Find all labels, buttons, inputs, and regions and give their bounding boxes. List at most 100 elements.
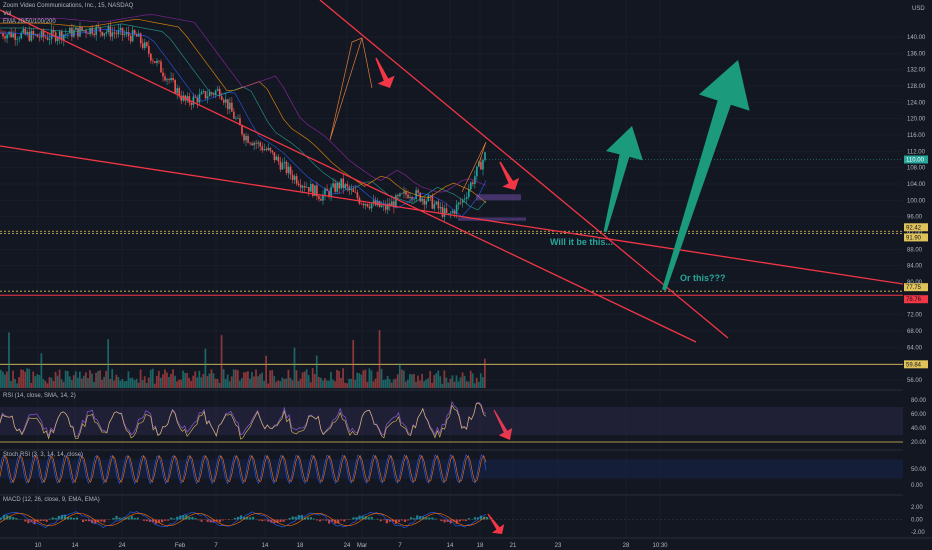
- candle-body: [154, 61, 156, 64]
- candle-body: [413, 198, 415, 200]
- volume-bar: [358, 373, 361, 388]
- volume-bar: [58, 369, 61, 388]
- candle-body: [127, 31, 130, 37]
- candle-body: [295, 176, 298, 184]
- candle-body: [429, 195, 432, 197]
- macd-histogram-bar: [154, 519, 158, 524]
- volume-bar: [133, 380, 136, 388]
- volume-bar: [176, 381, 178, 388]
- macd-histogram-bar: [197, 519, 200, 521]
- macd-histogram-bar: [233, 517, 237, 520]
- candle-body: [141, 43, 144, 48]
- macd-signal-line: [0, 512, 487, 527]
- macd-title[interactable]: MACD (12, 26, close, 9, EMA, EMA): [3, 497, 100, 503]
- candle-body: [6, 34, 8, 39]
- macd-tick-label: 0.00: [911, 518, 923, 524]
- volume-bar: [137, 382, 140, 388]
- volume-bar: [172, 369, 174, 388]
- macd-histogram-bar: [464, 519, 467, 521]
- candle-body: [322, 194, 324, 201]
- last-price-label: 110.00: [906, 158, 925, 164]
- volume-bar: [107, 339, 110, 388]
- candle-body: [476, 166, 478, 177]
- macd-histogram-bar: [24, 519, 27, 522]
- macd-histogram-bar: [63, 514, 66, 520]
- volume-bar: [198, 370, 201, 388]
- candle-body: [401, 193, 403, 194]
- candle-body: [4, 36, 6, 39]
- candle-body: [305, 187, 308, 188]
- macd-histogram-bar: [170, 517, 173, 520]
- volume-bar: [449, 378, 452, 388]
- volume-bar: [2, 371, 4, 388]
- volume-bar: [127, 371, 130, 388]
- volume-bar: [121, 378, 124, 388]
- volume-bar: [427, 378, 429, 388]
- ema-legend[interactable]: EMA 20/50/100/200: [3, 19, 56, 25]
- volume-bar: [85, 372, 87, 388]
- time-axis: 10 14 24 Feb 7 14 18 24 Mar 7 14 18 21 23 28 10:30: [0, 537, 932, 549]
- macd-histogram-bar: [60, 514, 63, 520]
- candle-body: [350, 189, 353, 191]
- volume-bar: [295, 370, 298, 388]
- last-price-box: [904, 155, 928, 164]
- volume-bar: [36, 374, 39, 388]
- macd-histogram-bar: [270, 519, 273, 523]
- volume-bar: [368, 368, 371, 388]
- volume-bar: [78, 371, 81, 388]
- volume-bar: [155, 375, 158, 388]
- candle-body: [152, 60, 154, 62]
- volume-bar: [435, 373, 438, 388]
- volume-bar: [344, 382, 346, 388]
- candle-body: [44, 36, 47, 38]
- macd-histogram-bar: [160, 519, 164, 523]
- candle-body: [131, 30, 134, 42]
- macd-histogram-bar: [334, 519, 337, 524]
- macd-histogram-bar: [148, 519, 152, 522]
- macd-histogram-bar: [431, 517, 434, 520]
- macd-histogram-bar: [321, 519, 325, 521]
- volume-bar: [184, 372, 186, 388]
- macd-histogram-bar: [36, 519, 39, 522]
- candle-body: [14, 33, 16, 40]
- volume-bar: [99, 370, 101, 388]
- candle-body: [111, 32, 114, 37]
- candle-body: [216, 88, 219, 91]
- macd-histogram-bar: [243, 517, 246, 520]
- volume-bar: [425, 379, 427, 388]
- volume-bar: [332, 379, 334, 388]
- volume-bar: [70, 379, 73, 388]
- candle-body: [484, 152, 486, 160]
- macd-histogram-bar: [212, 519, 215, 523]
- candle-body: [194, 96, 197, 98]
- candle-body: [409, 196, 411, 198]
- candle-body: [386, 203, 389, 210]
- candle-body: [427, 195, 430, 202]
- candle-body: [425, 201, 428, 205]
- volume-bar: [392, 379, 395, 388]
- candle-body: [24, 29, 27, 35]
- price-tick-label: 72.00: [907, 313, 923, 319]
- price-axis-background: [903, 0, 932, 530]
- candle-body: [204, 91, 207, 99]
- candle-body: [119, 27, 122, 31]
- time-tick-label: 23: [555, 543, 562, 549]
- candle-body: [65, 33, 67, 35]
- volume-bar: [230, 376, 233, 388]
- price-label-box: [904, 360, 928, 369]
- candle-body: [393, 201, 395, 208]
- volume-bar: [309, 382, 312, 388]
- candle-body: [411, 196, 413, 200]
- candle-body: [364, 203, 367, 206]
- volume-bar: [275, 381, 278, 388]
- rsi-title[interactable]: RSI (14, close, SMA, 14, 2): [3, 393, 76, 399]
- stoch-rsi-title[interactable]: Stoch RSI (3, 3, 14, 14, close): [3, 452, 84, 458]
- macd-histogram-bar: [176, 516, 179, 520]
- candle-body: [366, 203, 369, 207]
- candle-body: [269, 147, 272, 151]
- symbol-title[interactable]: Zoom Video Communications, Inc., 15, NAS…: [3, 3, 134, 9]
- volume-bar: [354, 379, 357, 388]
- candle-body: [133, 30, 136, 35]
- volume-legend[interactable]: Vol: [3, 11, 12, 17]
